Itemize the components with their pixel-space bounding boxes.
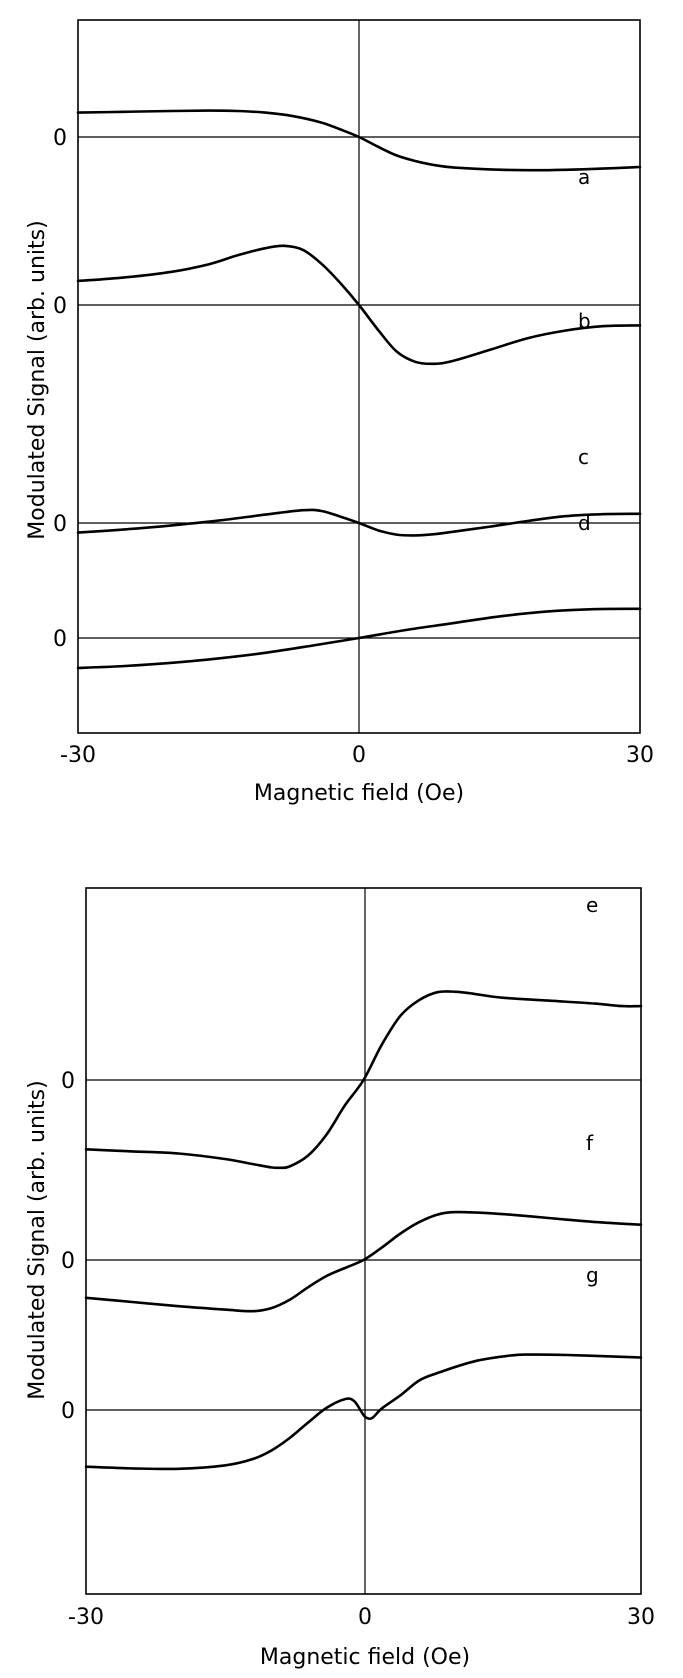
series-line-f — [84, 1210, 643, 1313]
series-label-a: a — [578, 165, 590, 189]
chart-bottom: 0 0 0 -30 0 30 Magnetic field (Oe) Modul… — [25, 887, 655, 1670]
series-label-b: b — [578, 309, 591, 333]
series-line-a — [76, 109, 642, 172]
x-tick-label-min: -30 — [60, 743, 96, 768]
series-group-bottom: e f g — [84, 893, 643, 1471]
series-label-g: g — [586, 1263, 599, 1287]
series-label-f: f — [586, 1131, 594, 1155]
x-tick-label-zero: 0 — [352, 743, 366, 768]
zero-label-d: 0 — [53, 627, 67, 652]
x-tick-label-zero: 0 — [358, 1605, 372, 1630]
series-line-b — [76, 244, 642, 366]
series-group-top: a b c d — [76, 109, 642, 670]
series-label-e: e — [586, 893, 598, 917]
zero-label-b: 0 — [53, 294, 67, 319]
series-label-c: c — [578, 445, 589, 469]
series-line-g — [84, 1353, 643, 1471]
y-axis-label: Modulated Signal (arb. units) — [25, 220, 50, 539]
x-axis-label: Magnetic field (Oe) — [254, 781, 464, 806]
x-tick-label-min: -30 — [68, 1605, 104, 1630]
series-line-d — [76, 607, 642, 670]
series-line-e — [84, 990, 643, 1170]
x-axis-label: Magnetic field (Oe) — [260, 1645, 470, 1670]
series-line-c — [76, 508, 642, 537]
x-tick-label-max: 30 — [626, 743, 654, 768]
zero-label-c: 0 — [53, 512, 67, 537]
x-tick-label-max: 30 — [627, 1605, 655, 1630]
zero-label-a: 0 — [53, 126, 67, 151]
zero-label-g: 0 — [61, 1399, 75, 1424]
series-label-d: d — [578, 511, 591, 535]
chart-bottom-frame — [85, 887, 642, 1595]
zero-label-f: 0 — [61, 1249, 75, 1274]
y-axis-label: Modulated Signal (arb. units) — [25, 1080, 50, 1399]
zero-label-e: 0 — [61, 1069, 75, 1094]
chart-top: 0 0 0 0 -30 0 30 Magnetic field (Oe) Mod… — [25, 19, 654, 806]
